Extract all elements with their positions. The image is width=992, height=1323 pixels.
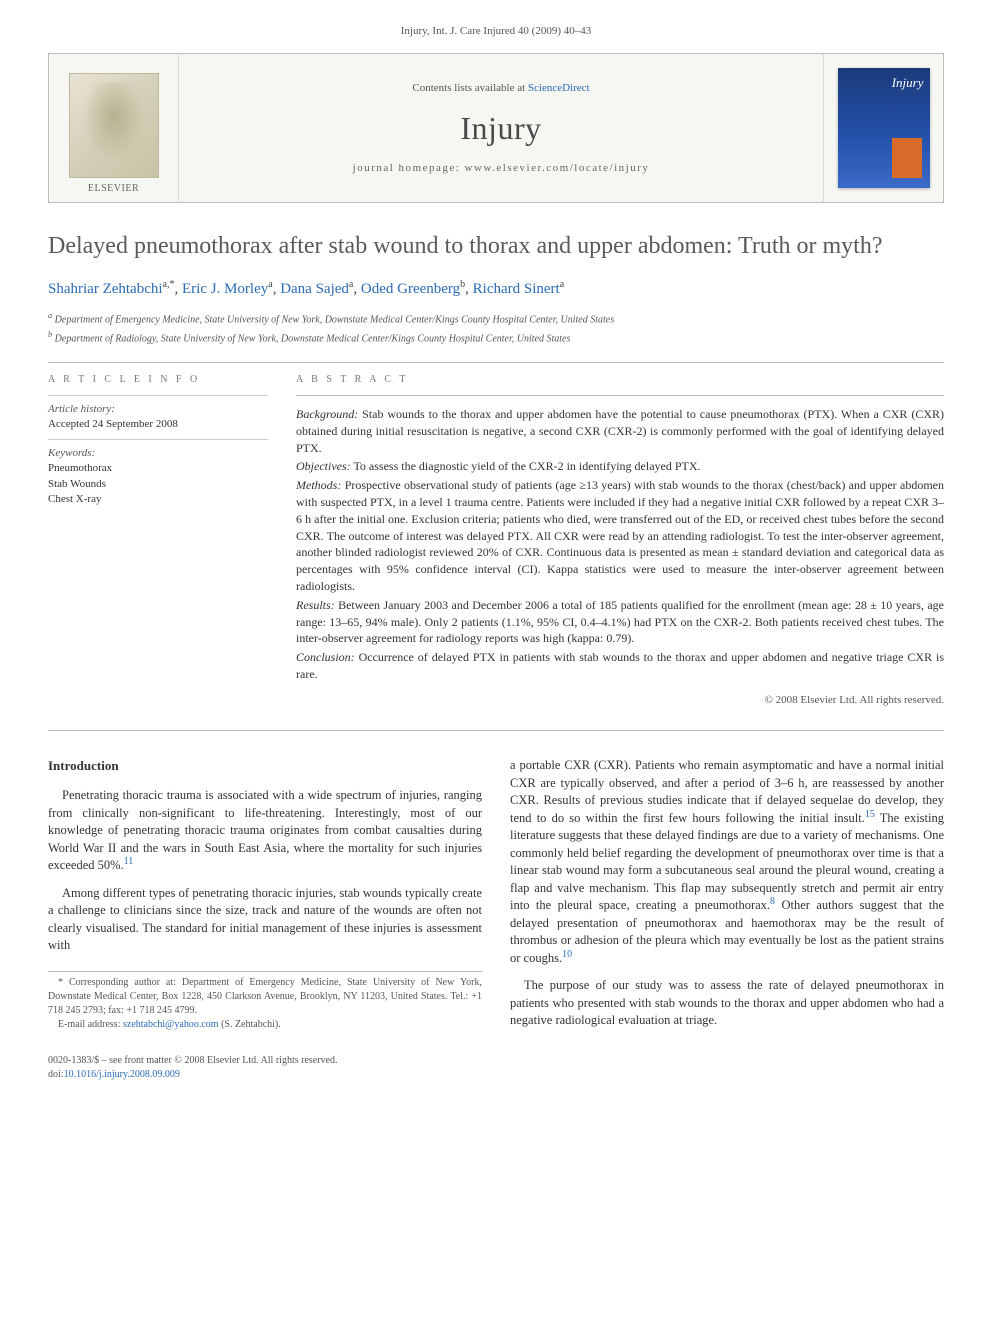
accepted-date: Accepted 24 September 2008 [48, 417, 268, 432]
corr-author-email[interactable]: szehtabchi@yahoo.com [123, 1019, 219, 1030]
ref-15[interactable]: 15 [865, 809, 875, 820]
email-label: E-mail address: [58, 1019, 120, 1030]
abs-label-conclusion: Conclusion: [296, 650, 355, 664]
abs-conclusion: Occurrence of delayed PTX in patients wi… [296, 650, 944, 681]
history-label: Article history: [48, 402, 268, 417]
corresponding-author-footnote: * Corresponding author at: Department of… [48, 971, 482, 1032]
publisher-logo-box: ELSEVIER [49, 54, 179, 202]
footer-copyright: 0020-1383/$ – see front matter © 2008 El… [48, 1054, 337, 1068]
divider [48, 362, 944, 363]
journal-masthead: ELSEVIER Contents lists available at Sci… [48, 53, 944, 203]
sciencedirect-link[interactable]: ScienceDirect [528, 82, 590, 94]
intro-p2c-text: The existing literature suggests that th… [510, 811, 944, 913]
publisher-name: ELSEVIER [88, 182, 139, 196]
introduction-heading: Introduction [48, 757, 482, 775]
cover-title: Injury [892, 74, 924, 92]
intro-p3: The purpose of our study was to assess t… [510, 977, 944, 1030]
abs-objectives: To assess the diagnostic yield of the CX… [353, 459, 700, 473]
keywords-label: Keywords: [48, 446, 268, 461]
intro-p2-part-b: a portable CXR (CXR). Patients who remai… [510, 757, 944, 967]
journal-name: Injury [179, 106, 823, 151]
author-2[interactable]: Dana Sajed [280, 281, 349, 297]
cover-swatch [892, 138, 922, 178]
author-1[interactable]: Eric J. Morley [182, 281, 268, 297]
running-header: Injury, Int. J. Care Injured 40 (2009) 4… [48, 24, 944, 39]
affiliations: a Department of Emergency Medicine, Stat… [48, 310, 944, 346]
intro-p1-text: Penetrating thoracic trauma is associate… [48, 788, 482, 872]
affil-a: Department of Emergency Medicine, State … [55, 315, 614, 326]
author-0-corr: * [170, 279, 175, 290]
elsevier-tree-icon [69, 73, 159, 178]
abstract-column: A B S T R A C T Background: Stab wounds … [296, 373, 944, 708]
author-4[interactable]: Richard Sinert [473, 281, 560, 297]
article-title: Delayed pneumothorax after stab wound to… [48, 231, 944, 261]
article-info-column: A R T I C L E I N F O Article history: A… [48, 373, 268, 708]
contents-prefix: Contents lists available at [412, 82, 527, 94]
article-body: Introduction Penetrating thoracic trauma… [48, 757, 944, 1036]
abstract-heading: A B S T R A C T [296, 373, 944, 387]
contents-available-line: Contents lists available at ScienceDirec… [179, 81, 823, 96]
journal-homepage-line: journal homepage: www.elsevier.com/locat… [179, 161, 823, 176]
abs-methods: Prospective observational study of patie… [296, 478, 944, 593]
author-3[interactable]: Oded Greenberg [361, 281, 460, 297]
journal-cover-box: Injury [823, 54, 943, 202]
divider-full [48, 730, 944, 731]
author-3-affil: b [460, 279, 465, 290]
keyword-1: Stab Wounds [48, 477, 268, 492]
author-1-affil: a [268, 279, 272, 290]
email-suffix: (S. Zehtabchi). [221, 1019, 281, 1030]
ref-11[interactable]: 11 [124, 856, 134, 867]
abs-label-methods: Methods: [296, 478, 341, 492]
keyword-2: Chest X-ray [48, 492, 268, 507]
intro-p2-part-a: Among different types of penetrating tho… [48, 885, 482, 955]
page-footer: 0020-1383/$ – see front matter © 2008 El… [48, 1054, 944, 1082]
corr-author-text: * Corresponding author at: Department of… [48, 976, 482, 1018]
masthead-center: Contents lists available at ScienceDirec… [179, 54, 823, 202]
keyword-0: Pneumothorax [48, 461, 268, 476]
abs-label-results: Results: [296, 598, 335, 612]
doi-link[interactable]: 10.1016/j.injury.2008.09.009 [64, 1069, 180, 1080]
journal-cover-thumb: Injury [838, 68, 930, 188]
author-4-affil: a [560, 279, 564, 290]
abs-label-objectives: Objectives: [296, 459, 351, 473]
doi-prefix: doi: [48, 1069, 64, 1080]
intro-p1: Penetrating thoracic trauma is associate… [48, 787, 482, 875]
affil-b: Department of Radiology, State Universit… [55, 333, 571, 344]
abs-background: Stab wounds to the thorax and upper abdo… [296, 407, 944, 455]
author-0[interactable]: Shahriar Zehtabchi [48, 281, 163, 297]
abs-label-background: Background: [296, 407, 358, 421]
article-info-heading: A R T I C L E I N F O [48, 373, 268, 387]
author-2-affil: a [349, 279, 353, 290]
author-0-affil: a, [163, 279, 170, 290]
abs-results: Between January 2003 and December 2006 a… [296, 598, 944, 646]
ref-10[interactable]: 10 [562, 949, 572, 960]
abstract-copyright: © 2008 Elsevier Ltd. All rights reserved… [296, 693, 944, 708]
author-list: Shahriar Zehtabchia,*, Eric J. Morleya, … [48, 279, 944, 300]
